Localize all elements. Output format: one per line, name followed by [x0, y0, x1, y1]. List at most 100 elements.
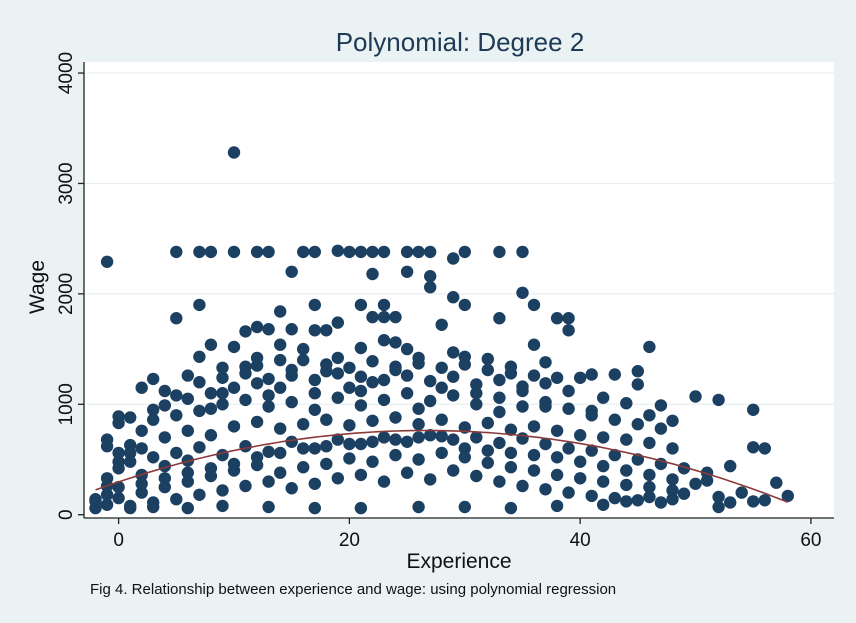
data-point	[308, 324, 321, 337]
data-point	[389, 433, 402, 446]
data-point	[262, 245, 275, 259]
data-point	[285, 435, 298, 448]
data-point	[354, 437, 368, 451]
data-point	[447, 370, 460, 383]
data-point	[527, 464, 541, 477]
data-point	[539, 377, 552, 390]
data-point	[424, 374, 437, 388]
data-point	[250, 320, 264, 334]
data-point	[366, 376, 379, 389]
data-point	[574, 472, 587, 485]
data-point	[204, 387, 218, 400]
data-point	[147, 500, 160, 514]
y-tick-label: 2000	[56, 273, 77, 315]
data-point	[124, 455, 137, 468]
data-point	[100, 488, 114, 501]
data-point	[447, 433, 460, 446]
data-point	[458, 451, 471, 464]
data-point	[666, 484, 679, 497]
data-point	[470, 431, 483, 444]
data-point	[331, 316, 344, 329]
data-point	[366, 435, 379, 448]
data-point	[135, 486, 148, 499]
x-axis-label: Experience	[406, 550, 511, 573]
data-point	[631, 494, 644, 507]
data-point	[181, 501, 194, 515]
data-point	[377, 393, 391, 407]
data-point	[331, 391, 344, 404]
data-point	[262, 445, 275, 458]
data-point	[562, 384, 575, 398]
data-point	[424, 270, 437, 283]
data-point	[747, 403, 760, 416]
data-point	[216, 499, 229, 513]
data-point	[331, 244, 344, 257]
data-point	[297, 418, 310, 431]
data-point	[112, 491, 125, 505]
data-point	[343, 361, 356, 374]
data-point	[377, 245, 391, 259]
data-point	[631, 418, 644, 431]
data-point	[112, 416, 125, 430]
data-point	[597, 391, 610, 404]
data-point	[412, 500, 425, 514]
data-point	[147, 372, 160, 386]
data-point	[158, 472, 171, 485]
data-point	[320, 358, 333, 371]
data-point	[412, 453, 425, 466]
data-point	[389, 336, 402, 349]
data-point	[297, 353, 310, 367]
data-point	[239, 393, 252, 407]
data-point	[308, 245, 321, 259]
data-point	[493, 373, 506, 387]
data-point	[597, 431, 610, 444]
data-point	[331, 351, 344, 365]
data-point	[204, 402, 218, 415]
data-point	[747, 441, 760, 454]
x-tick-label: 40	[570, 530, 591, 551]
data-point	[308, 298, 321, 312]
data-point	[574, 455, 587, 468]
data-point	[366, 355, 379, 368]
data-point	[666, 414, 679, 427]
data-point	[666, 442, 679, 455]
data-point	[643, 468, 656, 482]
data-point	[435, 413, 448, 426]
data-point	[377, 334, 391, 347]
data-point	[585, 444, 598, 457]
data-point	[539, 483, 552, 496]
data-point	[412, 418, 425, 431]
data-point	[389, 411, 402, 424]
data-point	[297, 245, 310, 259]
data-point	[170, 389, 183, 402]
data-point	[285, 395, 298, 409]
data-point	[574, 429, 587, 442]
data-point	[585, 409, 598, 422]
data-point	[250, 377, 264, 390]
x-tick-label: 0	[113, 530, 124, 551]
data-point	[470, 387, 483, 400]
data-point	[158, 384, 171, 398]
data-point	[354, 245, 368, 259]
data-point	[527, 420, 541, 433]
data-point	[666, 493, 679, 506]
data-point	[562, 442, 575, 455]
data-point	[620, 433, 633, 446]
data-point	[424, 429, 437, 442]
data-point	[435, 430, 448, 443]
data-point	[550, 468, 564, 482]
data-point	[747, 495, 760, 508]
data-point	[204, 429, 218, 442]
data-point	[354, 399, 368, 412]
data-point	[424, 281, 437, 294]
data-point	[354, 370, 368, 383]
y-tick-label: 0	[56, 509, 77, 520]
data-point	[112, 480, 125, 494]
data-point	[274, 353, 287, 367]
data-point	[239, 367, 252, 380]
data-point	[366, 267, 379, 281]
data-point	[285, 323, 298, 336]
data-point	[458, 298, 471, 312]
data-point	[470, 398, 483, 411]
data-point	[654, 496, 668, 509]
